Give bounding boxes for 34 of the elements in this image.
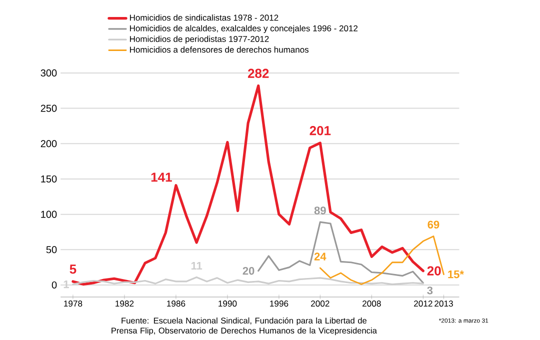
y-tick-label: 0	[52, 281, 57, 289]
data-label: 141	[151, 172, 172, 182]
source-note: Fuente: Escuela Nacional Sindical, Fundación para la Libertad de Prensa Flip, Observatorio de Derechos Humanos de la Vicepresidencia	[112, 317, 377, 336]
x-tick-label: 2013	[434, 300, 453, 307]
data-label: 282	[248, 68, 269, 78]
x-tick-label: 2002	[311, 300, 330, 307]
y-tick-label: 150	[41, 175, 57, 183]
legend-label: Homicidios a defensores de derechos humanos	[130, 46, 309, 53]
x-tick-label: 2008	[362, 300, 381, 307]
data-label: 20	[427, 266, 441, 276]
data-label: 15*	[448, 270, 464, 278]
x-tick-label: 1982	[116, 300, 134, 307]
data-label: 20	[242, 266, 254, 275]
y-tick-label: 250	[40, 104, 57, 112]
x-tick-label: 1986	[167, 300, 186, 307]
data-label: 89	[314, 206, 326, 214]
data-label: 5	[70, 264, 76, 274]
y-tick-label: 200	[40, 140, 57, 148]
legend-label: Homicidios de sindicalistas 1978 - 2012	[130, 14, 278, 21]
data-label: 24	[314, 252, 326, 260]
legend-label: Homicidios de alcaldes, exalcaldes y concejales 1996 - 2012	[130, 25, 358, 34]
data-label: 3	[427, 286, 433, 294]
data-label: 69	[428, 220, 440, 229]
line-series	[258, 221, 424, 284]
x-tick-label: 1996	[270, 300, 288, 307]
y-tick-label: 300	[40, 69, 57, 77]
x-tick-label: 2012	[414, 300, 432, 307]
legend-label: Homicidios de periodistas 1977-2012	[130, 36, 269, 44]
x-tick-label: 1978	[64, 300, 82, 307]
data-label: 201	[310, 126, 331, 136]
x-tick-label: 1990	[218, 300, 237, 307]
line-series	[72, 276, 424, 286]
y-tick-label: 100	[41, 210, 57, 218]
y-tick-label: 50	[46, 246, 57, 254]
